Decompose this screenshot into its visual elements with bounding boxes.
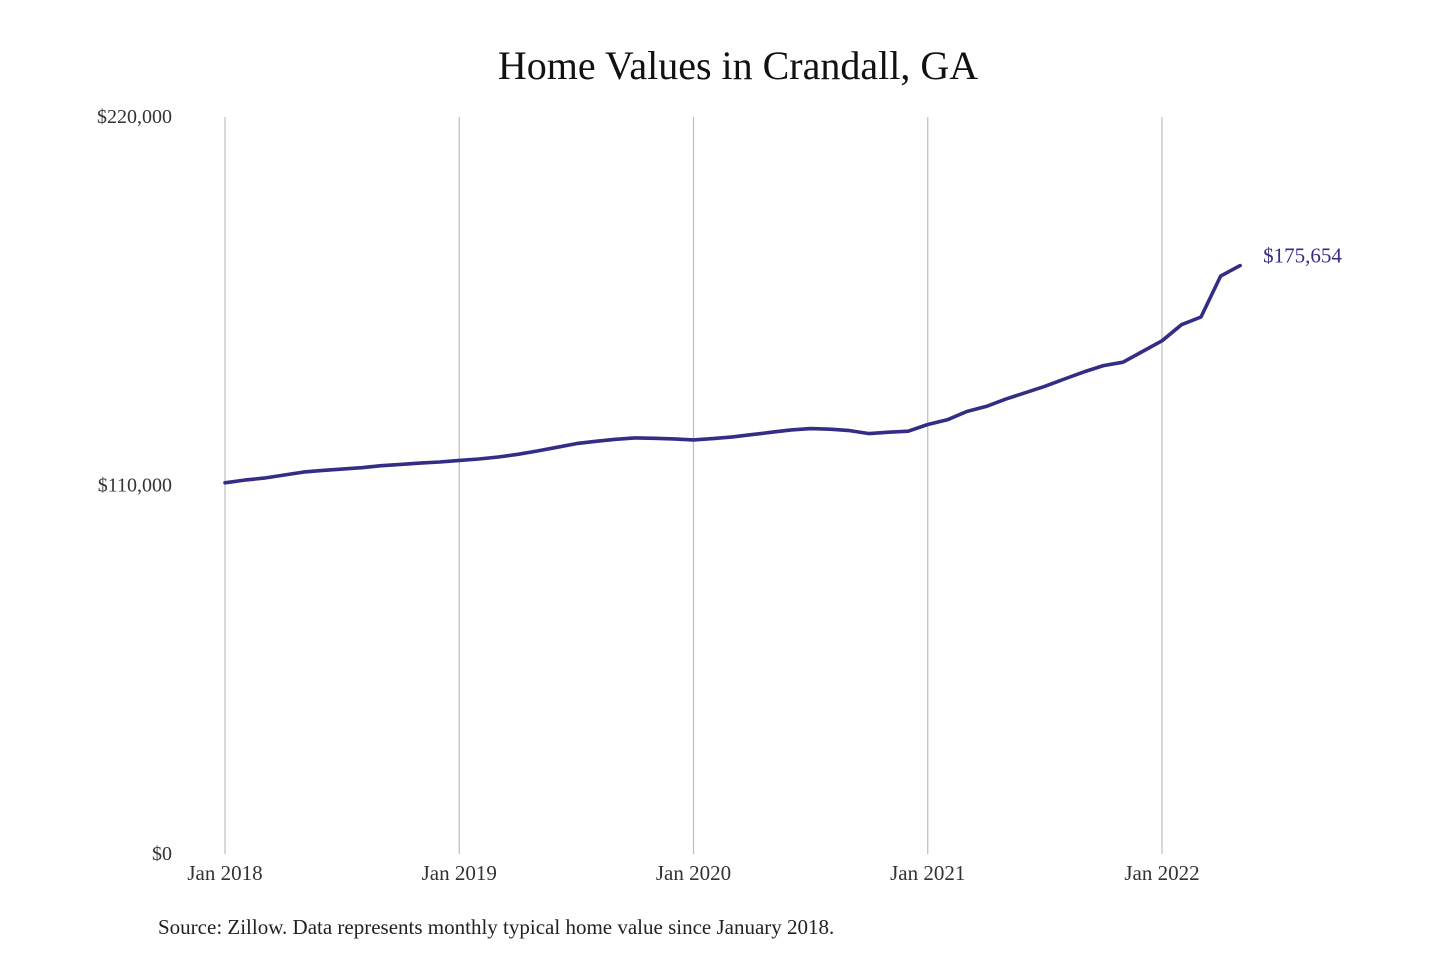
end-value-label: $175,654 bbox=[1263, 244, 1342, 268]
x-tick-label: Jan 2021 bbox=[890, 861, 965, 885]
x-tick-label: Jan 2019 bbox=[422, 861, 497, 885]
y-tick-label: $220,000 bbox=[97, 106, 172, 128]
x-tick-label: Jan 2018 bbox=[187, 861, 262, 885]
y-tick-label: $110,000 bbox=[98, 475, 172, 497]
grid-lines bbox=[224, 117, 1163, 854]
x-tick-label: Jan 2020 bbox=[656, 861, 731, 885]
series-line bbox=[223, 263, 1242, 485]
y-axis-ticks: $0 $110,000 $220,000 bbox=[97, 106, 172, 865]
chart-title: Home Values in Crandall, GA bbox=[497, 43, 979, 88]
x-axis-ticks: Jan 2018 Jan 2019 Jan 2020 Jan 2021 Jan 2022 bbox=[187, 861, 1199, 885]
series-group: $175,654 bbox=[223, 244, 1342, 485]
x-tick-label: Jan 2022 bbox=[1124, 861, 1199, 885]
source-note: Source: Zillow. Data represents monthly … bbox=[158, 915, 835, 939]
y-tick-label: $0 bbox=[152, 843, 172, 865]
